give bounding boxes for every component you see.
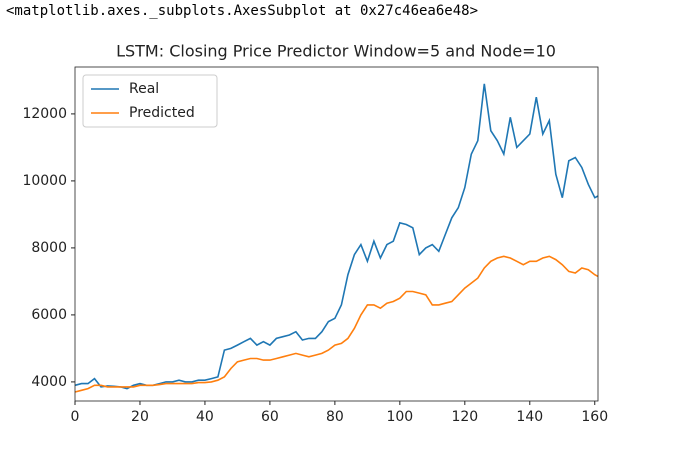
y-tick-label: 10000 [22,173,67,189]
x-tick-label: 140 [516,409,543,425]
chart-title: LSTM: Closing Price Predictor Window=5 a… [116,42,556,61]
line-series [74,255,599,393]
x-tick-label: 120 [451,409,478,425]
y-tick-label: 6000 [31,307,67,323]
legend-box [82,74,218,128]
y-tick-label: 8000 [31,240,67,256]
line-series [74,83,599,390]
x-tick-label: 20 [131,409,149,425]
x-tick-label: 40 [196,409,214,425]
x-tick-label: 100 [386,409,413,425]
legend-label: Real [129,81,159,97]
plot-frame [74,66,599,402]
x-tick-label: 160 [581,409,608,425]
x-tick-label: 0 [71,409,80,425]
y-tick-label: 12000 [22,106,67,122]
output-text: <matplotlib.axes._subplots.AxesSubplot a… [6,3,478,19]
legend-label: Predicted [129,105,195,121]
x-tick-label: 80 [326,409,344,425]
y-tick-label: 4000 [31,374,67,390]
x-tick-label: 60 [261,409,279,425]
